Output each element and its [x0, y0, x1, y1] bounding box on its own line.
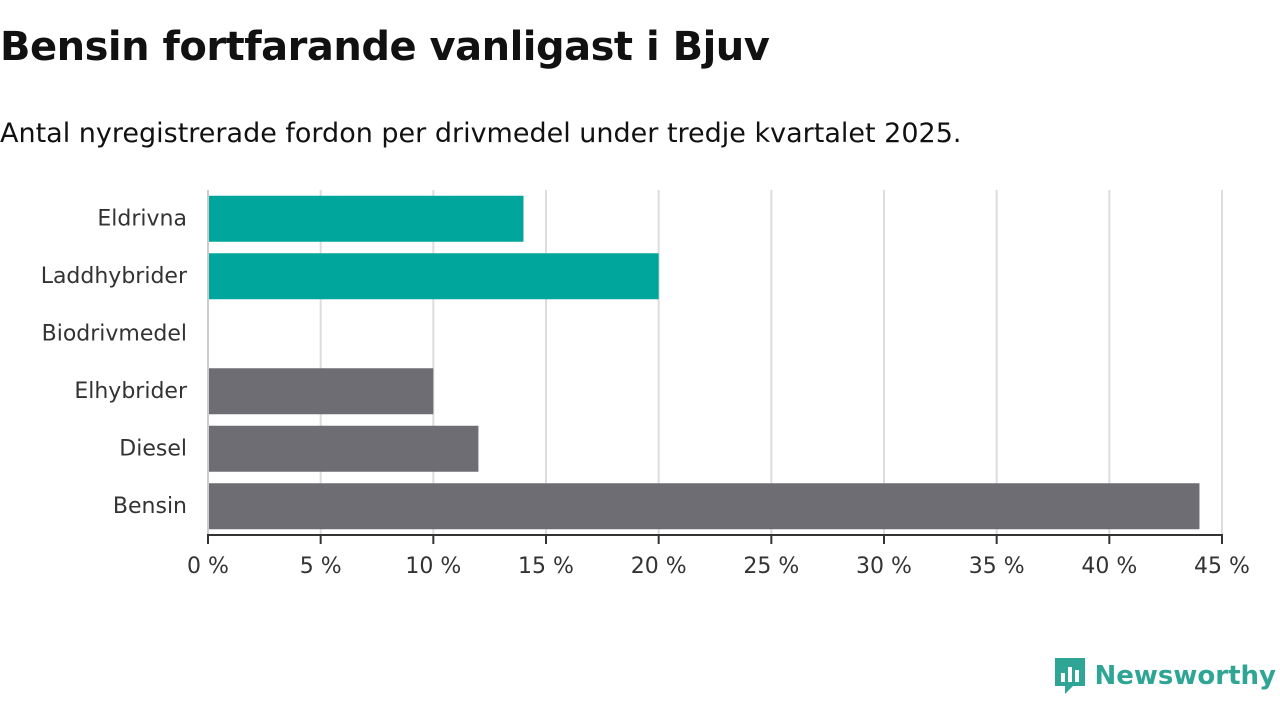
bar-bensin — [208, 483, 1200, 530]
x-tick-label: 20 % — [631, 554, 687, 579]
x-tick-label: 25 % — [743, 554, 799, 579]
newsworthy-logo-icon — [1054, 658, 1085, 694]
x-tick-label: 30 % — [856, 554, 912, 579]
bar-laddhybrider — [208, 253, 659, 300]
bar-diesel — [208, 425, 479, 472]
brand-name: Newsworthy — [1094, 661, 1276, 691]
category-label: Laddhybrider — [41, 264, 188, 289]
bar-elhybrider — [208, 368, 434, 415]
x-tick-label: 40 % — [1081, 554, 1137, 579]
bar-chart: Eldrivna Laddhybrider Biodrivmedel Elhybrid… — [41, 190, 1250, 579]
category-label: Bensin — [113, 494, 187, 519]
category-label: Eldrivna — [97, 206, 187, 231]
brand-logo: Newsworthy — [1053, 656, 1276, 696]
category-label: Biodrivmedel — [42, 321, 187, 346]
x-tick-label: 35 % — [969, 554, 1025, 579]
chart-subtitle: Antal nyregistrerade fordon per drivmede… — [0, 118, 962, 149]
x-tick-label: 15 % — [518, 554, 574, 579]
bar-eldrivna — [208, 195, 524, 242]
category-label: Elhybrider — [74, 379, 188, 404]
x-tick-label: 0 % — [187, 554, 229, 579]
x-tick-label: 10 % — [405, 554, 461, 579]
chart-title: Bensin fortfarande vanligast i Bjuv — [0, 24, 770, 70]
x-tick-label: 5 % — [300, 554, 342, 579]
x-tick-label: 45 % — [1194, 554, 1250, 579]
category-label: Diesel — [119, 436, 187, 461]
